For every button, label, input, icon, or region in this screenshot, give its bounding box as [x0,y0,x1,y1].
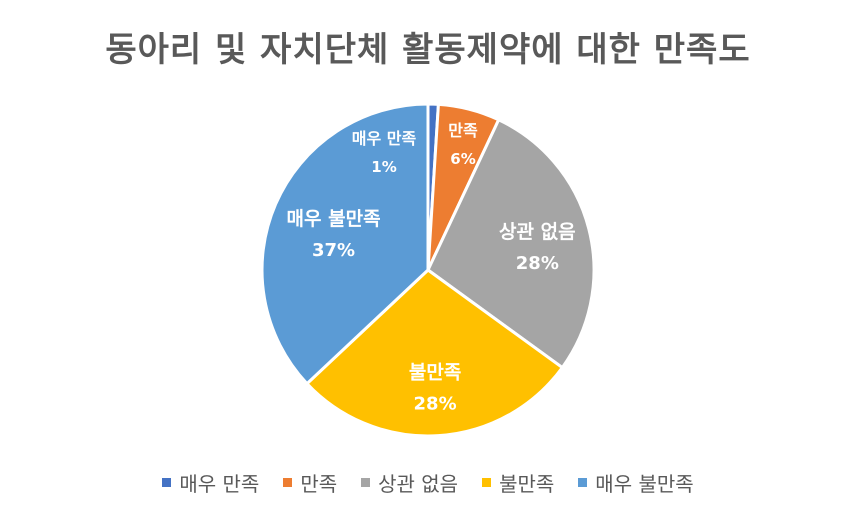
legend-swatch [283,478,293,487]
legend: 매우 만족 만족 상관 없음 불만족 매우 불만족 [0,468,856,497]
legend-item: 상관 없음 [361,468,458,497]
legend-label: 상관 없음 [378,472,459,496]
legend-item: 매우 만족 [162,468,259,497]
slice-value-label: 37% [312,240,355,261]
slice-category-label: 매우 만족 [352,129,417,148]
legend-label: 불만족 [499,472,555,496]
legend-item: 매우 불만족 [578,468,694,497]
legend-item: 불만족 [482,468,554,497]
legend-swatch [162,478,172,487]
slice-category-label: 상관 없음 [499,221,576,243]
legend-swatch [578,478,588,487]
slice-category-label: 만족 [448,121,478,140]
pie-slice-3 [426,117,596,370]
slice-value-label: 28% [414,394,457,415]
legend-label: 만족 [300,472,338,496]
pie-slice-5 [260,102,430,386]
legend-item: 만족 [283,468,337,497]
slice-value-label: 28% [516,253,559,274]
pie-slice-4 [304,268,565,438]
slice-value-label: 1% [371,158,396,176]
legend-label: 매우 불만족 [595,472,694,496]
slice-value-label: 6% [450,150,475,168]
legend-swatch [361,478,371,487]
legend-label: 매우 만족 [179,472,260,496]
legend-swatch [482,478,492,487]
slice-category-label: 매우 불만족 [287,208,381,230]
slice-category-label: 불만족 [409,362,461,384]
chart-title: 동아리 및 자치단체 활동제약에 대한 만족도 [105,30,751,70]
